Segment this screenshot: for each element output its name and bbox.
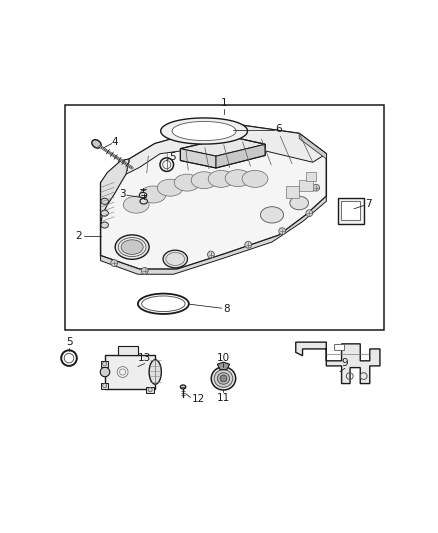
Ellipse shape xyxy=(225,169,251,187)
Circle shape xyxy=(208,251,214,258)
Bar xyxy=(306,172,316,181)
Text: 13: 13 xyxy=(138,352,152,362)
Circle shape xyxy=(111,260,117,266)
Text: 4: 4 xyxy=(112,137,118,147)
Bar xyxy=(101,361,108,367)
Text: 12: 12 xyxy=(191,394,205,404)
Polygon shape xyxy=(101,123,326,269)
Ellipse shape xyxy=(211,367,236,390)
Ellipse shape xyxy=(101,198,108,204)
Ellipse shape xyxy=(163,250,187,268)
Text: 5: 5 xyxy=(66,337,72,347)
Ellipse shape xyxy=(100,367,110,377)
Ellipse shape xyxy=(124,196,149,213)
Circle shape xyxy=(279,228,286,235)
Ellipse shape xyxy=(92,140,101,148)
Ellipse shape xyxy=(157,179,183,196)
Text: 6: 6 xyxy=(276,124,282,134)
Ellipse shape xyxy=(121,240,143,254)
Bar xyxy=(117,346,138,356)
Bar xyxy=(286,186,299,198)
Ellipse shape xyxy=(140,186,166,203)
Polygon shape xyxy=(299,133,326,159)
Ellipse shape xyxy=(180,385,186,389)
Polygon shape xyxy=(161,118,247,144)
Bar xyxy=(334,343,344,350)
Ellipse shape xyxy=(208,171,234,188)
Circle shape xyxy=(306,210,313,216)
Text: 7: 7 xyxy=(365,199,371,208)
Ellipse shape xyxy=(261,207,283,223)
Text: 11: 11 xyxy=(217,393,230,403)
Text: 5: 5 xyxy=(170,152,176,162)
Ellipse shape xyxy=(290,196,308,210)
Ellipse shape xyxy=(140,199,148,204)
Ellipse shape xyxy=(101,222,108,228)
Text: 9: 9 xyxy=(342,358,348,368)
Polygon shape xyxy=(217,362,230,370)
Bar xyxy=(341,201,360,220)
Polygon shape xyxy=(296,342,380,384)
Polygon shape xyxy=(172,122,236,141)
Bar xyxy=(101,383,108,389)
Ellipse shape xyxy=(115,235,149,260)
Circle shape xyxy=(141,268,148,274)
Circle shape xyxy=(313,184,320,191)
Polygon shape xyxy=(216,144,265,168)
Ellipse shape xyxy=(217,373,230,384)
Polygon shape xyxy=(180,137,265,156)
Polygon shape xyxy=(180,149,216,168)
Text: 1: 1 xyxy=(221,98,228,108)
Circle shape xyxy=(245,241,251,248)
Text: 2: 2 xyxy=(75,231,82,241)
Bar xyxy=(65,104,384,330)
Polygon shape xyxy=(101,159,130,227)
Polygon shape xyxy=(101,196,326,274)
Bar xyxy=(338,198,364,224)
Ellipse shape xyxy=(191,172,217,189)
Ellipse shape xyxy=(139,192,147,198)
Ellipse shape xyxy=(242,171,268,188)
Ellipse shape xyxy=(101,210,108,216)
Ellipse shape xyxy=(149,360,161,384)
Text: 8: 8 xyxy=(223,304,230,314)
Ellipse shape xyxy=(174,174,200,191)
Bar xyxy=(105,356,155,389)
Circle shape xyxy=(220,375,227,382)
Bar xyxy=(146,386,154,393)
Text: 3: 3 xyxy=(119,189,126,199)
Polygon shape xyxy=(126,123,326,174)
Text: 10: 10 xyxy=(217,352,230,362)
Ellipse shape xyxy=(214,370,233,387)
Bar xyxy=(299,180,313,191)
